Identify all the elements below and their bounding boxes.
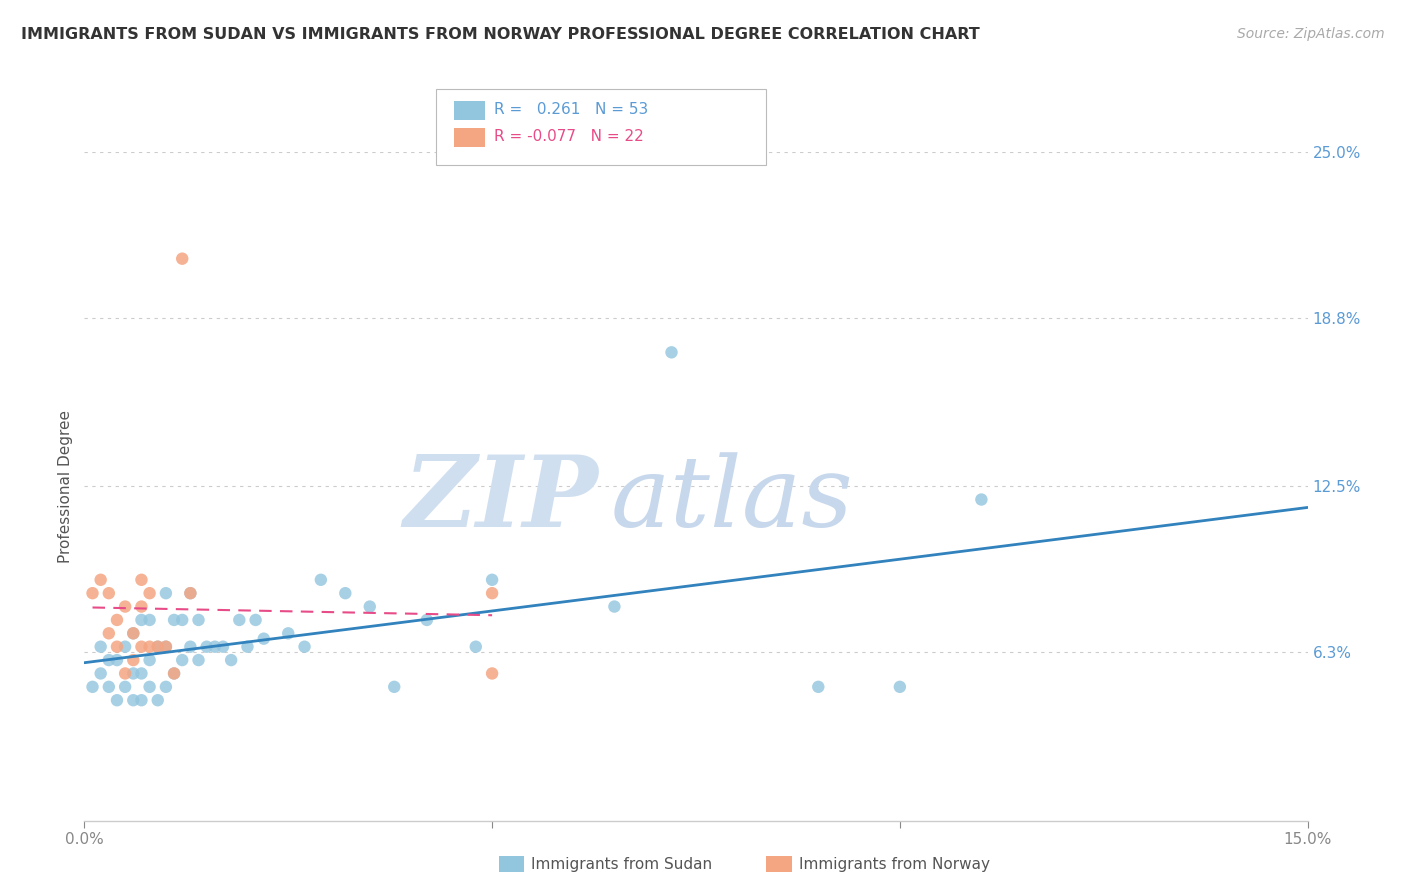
Point bbox=[90, 573, 112, 587]
Point bbox=[212, 640, 235, 654]
Point bbox=[146, 693, 169, 707]
Point bbox=[138, 640, 160, 654]
Text: Immigrants from Sudan: Immigrants from Sudan bbox=[531, 857, 713, 871]
Point bbox=[163, 666, 186, 681]
Point bbox=[382, 680, 405, 694]
Point bbox=[172, 613, 194, 627]
Point bbox=[163, 613, 186, 627]
Point bbox=[228, 613, 250, 627]
Text: IMMIGRANTS FROM SUDAN VS IMMIGRANTS FROM NORWAY PROFESSIONAL DEGREE CORRELATION : IMMIGRANTS FROM SUDAN VS IMMIGRANTS FROM… bbox=[21, 27, 980, 42]
Point bbox=[122, 653, 145, 667]
Point bbox=[146, 640, 169, 654]
Point bbox=[187, 653, 209, 667]
Text: R = -0.077   N = 22: R = -0.077 N = 22 bbox=[494, 129, 644, 144]
Point bbox=[155, 640, 177, 654]
Point bbox=[138, 653, 160, 667]
Point bbox=[122, 693, 145, 707]
Point bbox=[138, 680, 160, 694]
Point bbox=[359, 599, 381, 614]
Point bbox=[97, 653, 120, 667]
Point bbox=[294, 640, 316, 654]
Point bbox=[131, 573, 153, 587]
Point bbox=[131, 613, 153, 627]
Point bbox=[105, 693, 128, 707]
Point bbox=[155, 680, 177, 694]
Point bbox=[172, 653, 194, 667]
Point bbox=[603, 599, 626, 614]
Point bbox=[807, 680, 830, 694]
Text: Source: ZipAtlas.com: Source: ZipAtlas.com bbox=[1237, 27, 1385, 41]
Point bbox=[82, 586, 104, 600]
Point bbox=[335, 586, 357, 600]
Point bbox=[236, 640, 259, 654]
Point bbox=[131, 693, 153, 707]
Point bbox=[172, 252, 194, 266]
Point bbox=[97, 626, 120, 640]
Point bbox=[114, 640, 136, 654]
Point bbox=[114, 666, 136, 681]
Point bbox=[114, 680, 136, 694]
Point bbox=[481, 666, 503, 681]
Point bbox=[155, 586, 177, 600]
Text: atlas: atlas bbox=[610, 452, 853, 547]
Point bbox=[253, 632, 276, 646]
Point bbox=[122, 626, 145, 640]
Point bbox=[122, 666, 145, 681]
Point bbox=[187, 613, 209, 627]
Point bbox=[481, 573, 503, 587]
Point bbox=[889, 680, 911, 694]
Point bbox=[138, 613, 160, 627]
Point bbox=[245, 613, 267, 627]
Point bbox=[155, 640, 177, 654]
Point bbox=[90, 666, 112, 681]
Point bbox=[416, 613, 439, 627]
Text: R =   0.261   N = 53: R = 0.261 N = 53 bbox=[494, 103, 648, 117]
Point bbox=[309, 573, 332, 587]
Point bbox=[464, 640, 486, 654]
Point bbox=[970, 492, 993, 507]
Point bbox=[481, 586, 503, 600]
Point bbox=[195, 640, 218, 654]
Point bbox=[97, 586, 120, 600]
Point bbox=[97, 680, 120, 694]
Point bbox=[146, 640, 169, 654]
Point bbox=[105, 640, 128, 654]
Point bbox=[204, 640, 226, 654]
Point bbox=[90, 640, 112, 654]
Text: Immigrants from Norway: Immigrants from Norway bbox=[799, 857, 990, 871]
Point bbox=[179, 640, 201, 654]
Point bbox=[163, 666, 186, 681]
Point bbox=[277, 626, 299, 640]
Text: ZIP: ZIP bbox=[404, 451, 598, 548]
Point bbox=[131, 640, 153, 654]
Point bbox=[131, 666, 153, 681]
Point bbox=[82, 680, 104, 694]
Point bbox=[122, 626, 145, 640]
Point bbox=[114, 599, 136, 614]
Point bbox=[661, 345, 683, 359]
Point bbox=[179, 586, 201, 600]
Point bbox=[179, 586, 201, 600]
Point bbox=[105, 613, 128, 627]
Point bbox=[131, 599, 153, 614]
Point bbox=[219, 653, 242, 667]
Point bbox=[105, 653, 128, 667]
Point bbox=[138, 586, 160, 600]
Y-axis label: Professional Degree: Professional Degree bbox=[58, 409, 73, 563]
